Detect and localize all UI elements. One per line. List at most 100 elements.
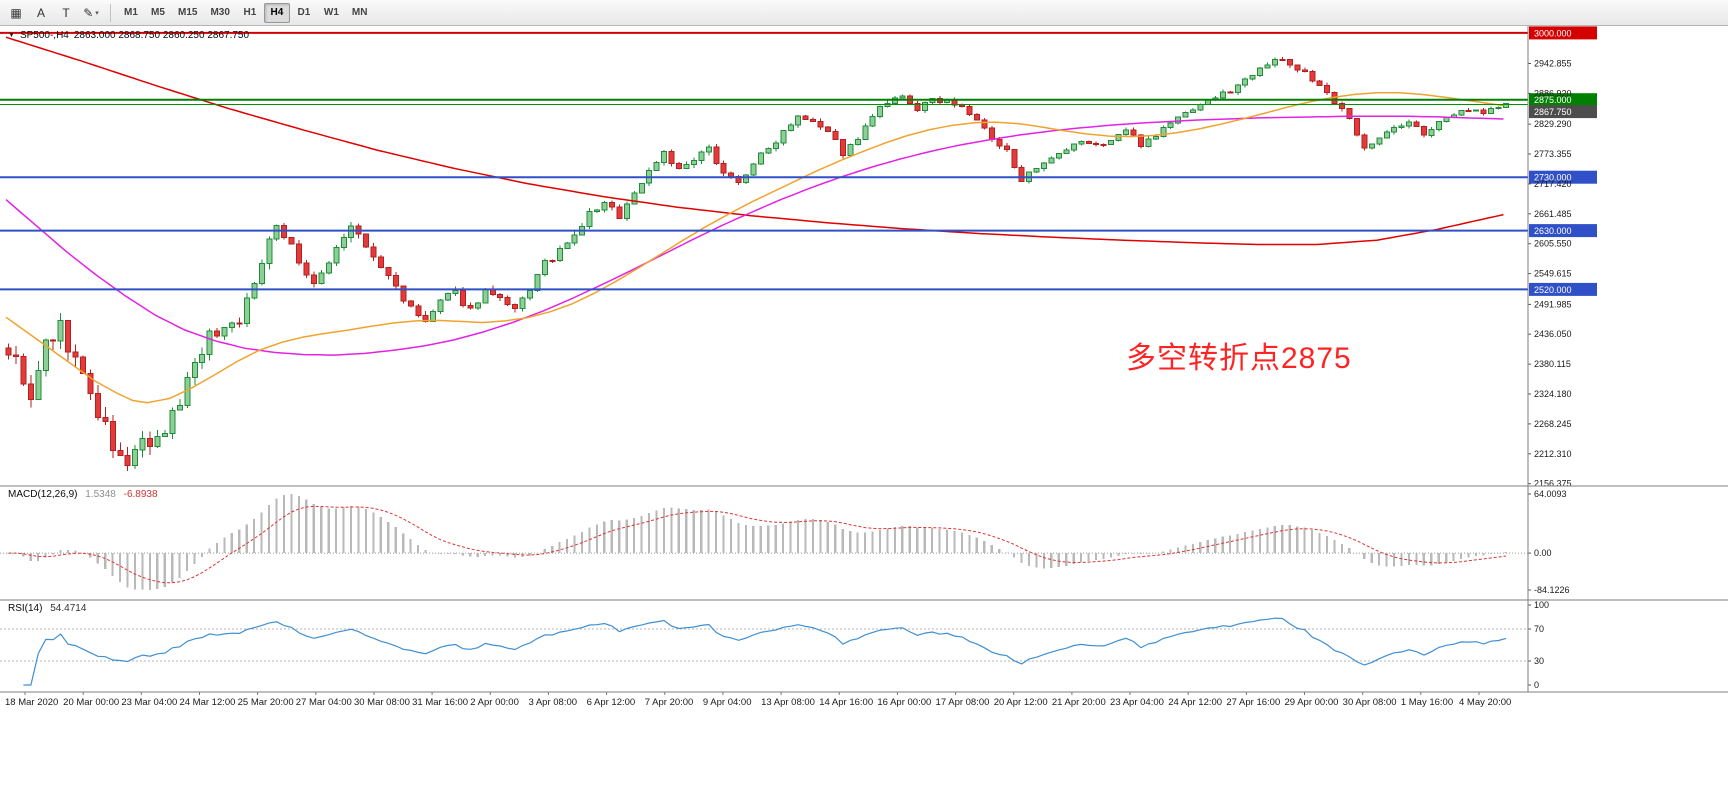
svg-text:24 Apr 12:00: 24 Apr 12:00 [1168, 697, 1222, 708]
svg-text:27 Mar 04:00: 27 Mar 04:00 [296, 697, 352, 708]
draw-icon: ✎ [83, 5, 94, 20]
price-tag: 2630.000 [1529, 224, 1597, 238]
time-axis[interactable]: 18 Mar 2020 20 Mar 00:00 23 Mar 04:00 24 Ma… [5, 692, 1511, 708]
svg-text:70: 70 [1534, 624, 1544, 634]
svg-text:2268.245: 2268.245 [1534, 419, 1572, 429]
svg-text:2867.750: 2867.750 [1534, 107, 1572, 117]
svg-text:1 May 16:00: 1 May 16:00 [1401, 697, 1453, 708]
macd-main-value: 1.5348 [85, 489, 116, 500]
svg-text:2156.375: 2156.375 [1534, 479, 1572, 489]
timeframe-m15-button[interactable]: M15 [178, 7, 198, 18]
timeframe-h1-button[interactable]: H1 [243, 7, 257, 18]
ma-mid-magenta [5, 115, 1504, 356]
timeframe-w1-button[interactable]: W1 [323, 7, 339, 18]
svg-text:2380.115: 2380.115 [1534, 359, 1571, 369]
text-icon: A [36, 5, 45, 20]
ohlc-values: 2863.000 2868.750 2860.250 2867.750 [73, 30, 250, 41]
price-tag: 2730.000 [1529, 170, 1597, 184]
svg-text:2212.310: 2212.310 [1534, 449, 1572, 459]
svg-text:2942.855: 2942.855 [1534, 58, 1572, 68]
svg-text:20 Apr 12:00: 20 Apr 12:00 [994, 697, 1048, 708]
candles-group [5, 57, 1509, 471]
svg-text:4 May 20:00: 4 May 20:00 [1459, 697, 1511, 708]
timeframe-buttons-group: M1 M5 M15 M30 H1 H4 D1 W1 MN [118, 2, 373, 23]
svg-text:30 Mar 08:00: 30 Mar 08:00 [354, 697, 410, 708]
svg-text:2773.355: 2773.355 [1534, 149, 1572, 159]
rsi-value: 54.4714 [50, 603, 87, 614]
svg-text:23 Apr 04:00: 23 Apr 04:00 [1110, 697, 1164, 708]
svg-text:0: 0 [1534, 680, 1539, 690]
svg-text:2829.290: 2829.290 [1534, 119, 1572, 129]
svg-text:2491.985: 2491.985 [1534, 299, 1572, 309]
macd-signal-line [8, 505, 1507, 584]
svg-text:64.0093: 64.0093 [1534, 489, 1567, 499]
crosshair-tool-button[interactable]: T [54, 3, 78, 23]
toolbar-separator [110, 3, 111, 22]
chart-title: ▼ SP500-,H4 2863.000 2868.750 2860.250 2… [8, 30, 249, 41]
svg-text:20 Mar 00:00: 20 Mar 00:00 [63, 697, 119, 708]
macd-axis: 64.0093 0.00 -84.1226 [1528, 489, 1570, 595]
chart-type-icon: ▦ [10, 5, 22, 20]
timeframe-d1-button[interactable]: D1 [297, 7, 311, 18]
chart-canvas[interactable]: 3000.000 2875.000 2730.000 2630.000 2520.000… [0, 26, 1728, 789]
rsi-line [23, 617, 1507, 686]
svg-text:2875.000: 2875.000 [1534, 95, 1572, 105]
macd-histogram [7, 494, 1507, 590]
svg-text:29 Apr 00:00: 29 Apr 00:00 [1285, 697, 1339, 708]
timeframe-h4-button[interactable]: H4 [263, 2, 290, 23]
svg-text:27 Apr 16:00: 27 Apr 16:00 [1226, 697, 1280, 708]
svg-text:3000.000: 3000.000 [1534, 28, 1572, 38]
svg-text:14 Apr 16:00: 14 Apr 16:00 [819, 697, 873, 708]
svg-text:21 Apr 20:00: 21 Apr 20:00 [1052, 697, 1106, 708]
svg-text:24 Mar 12:00: 24 Mar 12:00 [179, 697, 235, 708]
chart-type-tool-button[interactable]: ▦ [4, 3, 28, 23]
svg-text:9 Apr 04:00: 9 Apr 04:00 [703, 697, 752, 708]
rsi-axis: 100 70 30 0 [1528, 600, 1549, 690]
svg-text:3 Apr 08:00: 3 Apr 08:00 [528, 697, 577, 708]
crosshair-icon: T [62, 5, 70, 20]
price-axis[interactable]: 2942.855 2886.920 2829.290 2773.355 2717.420… [1528, 58, 1572, 489]
price-tag: 3000.000 [1529, 26, 1597, 40]
svg-text:2630.000: 2630.000 [1534, 226, 1572, 236]
rsi-name: RSI(14) [8, 603, 43, 614]
timeframe-m5-button[interactable]: M5 [151, 7, 165, 18]
svg-text:31 Mar 16:00: 31 Mar 16:00 [412, 697, 468, 708]
timeframe-mn-button[interactable]: MN [351, 7, 368, 18]
svg-text:2520.000: 2520.000 [1534, 285, 1572, 295]
rsi-indicator-label: RSI(14) 54.4714 [8, 603, 86, 614]
timeframe-m1-button[interactable]: M1 [124, 7, 138, 18]
timeframe-m30-button[interactable]: M30 [210, 7, 230, 18]
svg-text:13 Apr 08:00: 13 Apr 08:00 [761, 697, 815, 708]
svg-text:2661.485: 2661.485 [1534, 209, 1572, 219]
svg-text:30 Apr 08:00: 30 Apr 08:00 [1343, 697, 1397, 708]
svg-text:-84.1226: -84.1226 [1534, 585, 1570, 595]
svg-text:25 Mar 20:00: 25 Mar 20:00 [238, 697, 294, 708]
svg-text:23 Mar 04:00: 23 Mar 04:00 [121, 697, 177, 708]
macd-name: MACD(12,26,9) [8, 489, 78, 500]
ma-fast-orange [5, 92, 1504, 404]
annotation-text[interactable]: 多空转折点2875 [1126, 342, 1352, 375]
svg-text:2730.000: 2730.000 [1534, 173, 1572, 183]
svg-text:2 Apr 00:00: 2 Apr 00:00 [470, 697, 519, 708]
symbol-marker-icon: ▼ [8, 32, 15, 39]
svg-text:18 Mar 2020: 18 Mar 2020 [5, 697, 58, 708]
svg-text:100: 100 [1534, 600, 1549, 610]
svg-text:7 Apr 20:00: 7 Apr 20:00 [645, 697, 694, 708]
drawing-tools-group: ▦ A T ✎ ▾ [4, 3, 103, 23]
svg-text:2324.180: 2324.180 [1534, 389, 1572, 399]
price-tag: 2520.000 [1529, 282, 1597, 296]
symbol-timeframe-label: SP500-,H4 [19, 30, 69, 41]
svg-text:2549.615: 2549.615 [1534, 269, 1572, 279]
dropdown-caret-icon: ▾ [95, 9, 99, 17]
price-tag: 2867.750 [1529, 105, 1597, 119]
macd-indicator-label: MACD(12,26,9) 1.5348 -6.8938 [8, 489, 158, 500]
macd-signal-value: -6.8938 [123, 489, 158, 500]
svg-text:30: 30 [1534, 656, 1544, 666]
toolbar: ▦ A T ✎ ▾ M1 M5 M15 M30 H1 H4 D1 W1 MN [0, 0, 1728, 26]
draw-tool-button[interactable]: ✎ ▾ [79, 3, 103, 23]
text-tool-button[interactable]: A [29, 3, 53, 23]
svg-text:2436.050: 2436.050 [1534, 329, 1572, 339]
svg-text:2717.420: 2717.420 [1534, 179, 1572, 189]
svg-text:0.00: 0.00 [1534, 548, 1552, 558]
